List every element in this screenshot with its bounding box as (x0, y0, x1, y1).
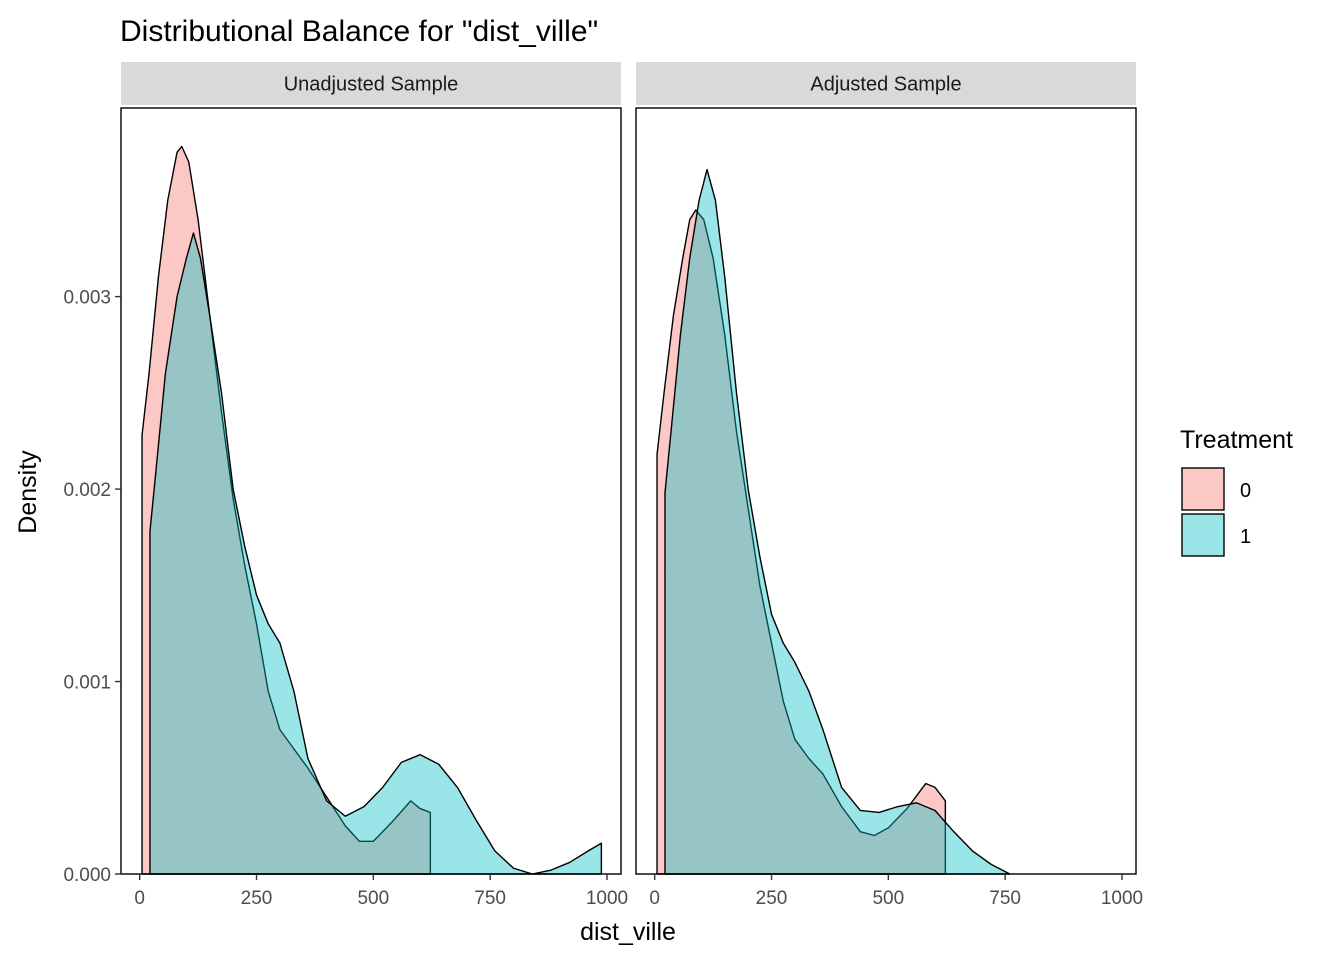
y-tick-label: 0.000 (63, 865, 111, 886)
facet-strip-label: Unadjusted Sample (284, 74, 459, 96)
facet-strip-label: Adjusted Sample (810, 74, 961, 96)
x-tick-label: 0 (649, 888, 660, 909)
x-tick-label: 0 (134, 888, 145, 909)
legend-key-1 (1181, 513, 1225, 557)
y-tick-label: 0.001 (63, 673, 111, 694)
density-area-treatment-1 (664, 168, 1011, 875)
plot-title: Distributional Balance for "dist_ville" (120, 15, 598, 48)
x-tick-label: 1000 (586, 888, 628, 909)
y-tick-label: 0.003 (63, 288, 111, 309)
x-tick-label: 500 (872, 888, 904, 909)
x-tick-label: 500 (357, 888, 389, 909)
x-tick-label: 750 (989, 888, 1021, 909)
legend-label-1: 1 (1240, 526, 1251, 548)
facet-strip (121, 62, 621, 105)
panel-border (635, 107, 1137, 875)
legend-title: Treatment (1180, 426, 1293, 454)
x-tick-label: 250 (756, 888, 788, 909)
legend: Treatment 0 1 (1180, 426, 1293, 557)
x-tick-label: 1000 (1101, 888, 1143, 909)
legend-key-background (1181, 467, 1225, 511)
y-tick-label: 0.002 (63, 480, 111, 501)
legend-label-0: 0 (1240, 480, 1251, 502)
density-area-treatment-0 (141, 145, 432, 875)
density-area-treatment-1 (149, 232, 603, 875)
panel-border (120, 107, 622, 875)
facet-strip (636, 62, 1136, 105)
panel-background (121, 108, 621, 874)
legend-key-background (1181, 513, 1225, 557)
x-tick-label: 750 (474, 888, 506, 909)
y-axis: 0.000 0.001 0.002 0.003 (63, 288, 121, 886)
panel-1: Unadjusted Sample 0 250 500 750 1000 (120, 62, 628, 909)
x-axis-title: dist_ville (580, 918, 676, 946)
y-axis-title: Density (14, 450, 42, 534)
x-tick-label: 250 (241, 888, 273, 909)
legend-key-0 (1181, 467, 1225, 511)
panel-2: Adjusted Sample 0 250 500 750 1000 (635, 62, 1143, 909)
density-area-treatment-0 (656, 209, 947, 875)
